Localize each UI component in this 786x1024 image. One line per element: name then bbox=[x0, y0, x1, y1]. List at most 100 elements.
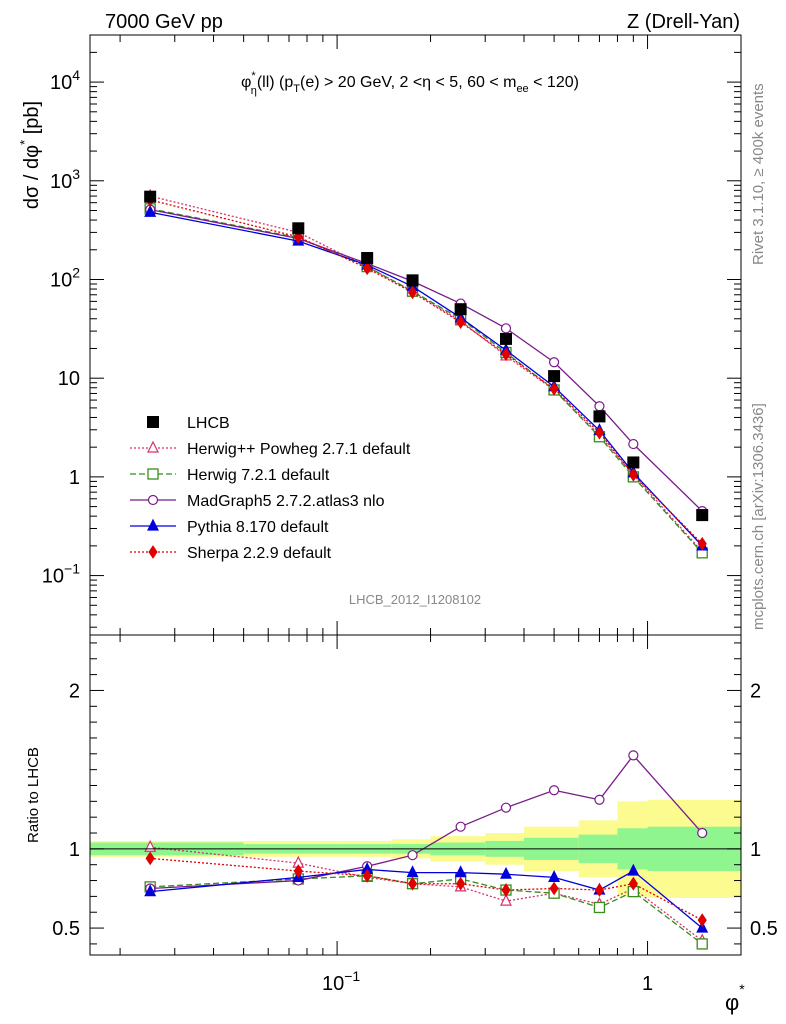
ratio-line-herwigpp bbox=[150, 846, 703, 942]
x-tick-label: 1 bbox=[642, 973, 653, 995]
x-axis-label: φ* bbox=[725, 981, 745, 1015]
ratio-point-pythia bbox=[696, 920, 709, 933]
main-panel-series bbox=[144, 188, 709, 559]
ratio-point-pythia bbox=[406, 865, 419, 878]
legend-label-sherpa: Sherpa 2.2.9 default bbox=[187, 545, 332, 562]
point-sherpa bbox=[456, 315, 466, 330]
ratio-point-madgraph bbox=[500, 802, 512, 813]
point-sherpa bbox=[362, 261, 372, 276]
ratio-point-sherpa bbox=[407, 876, 418, 891]
ratio-point-sherpa bbox=[145, 851, 155, 866]
legend-marker-sherpa bbox=[148, 545, 158, 559]
observable-title: φ* η(ll) (pT(e) > 20 GeV, 2 <η < 5, 60 < … bbox=[241, 70, 579, 97]
ratio-point-madgraph bbox=[594, 794, 605, 805]
ratio-line-herwig7 bbox=[150, 875, 703, 945]
point-sherpa bbox=[407, 285, 418, 300]
lhcb-data-point bbox=[499, 332, 512, 345]
point-madgraph bbox=[548, 357, 560, 368]
ratio-tick-label-right: 2 bbox=[750, 680, 761, 702]
ratio-y-axis-label: Ratio to LHCB bbox=[25, 747, 42, 843]
y-tick-label: 104 bbox=[50, 67, 80, 94]
lhcb-data-point bbox=[548, 370, 561, 383]
point-pythia bbox=[144, 204, 157, 217]
ratio-line-pythia bbox=[150, 868, 703, 929]
y-tick-label: 10 bbox=[58, 368, 80, 390]
ratio-point-pythia bbox=[548, 870, 561, 882]
ratio-point-sherpa bbox=[501, 883, 511, 897]
ratio-point-sherpa bbox=[594, 883, 605, 897]
series-line-pythia bbox=[150, 211, 703, 547]
lhcb-data-point bbox=[406, 274, 419, 287]
point-sherpa bbox=[549, 381, 559, 396]
ratio-line-sherpa bbox=[150, 857, 703, 921]
point-sherpa bbox=[501, 347, 511, 362]
lhcb-data-point bbox=[593, 410, 606, 423]
rivet-version-label: Rivet 3.1.10, ≥ 400k events bbox=[750, 83, 767, 265]
ratio-point-madgraph bbox=[407, 850, 418, 861]
ratio-point-madgraph bbox=[455, 821, 466, 832]
ratio-tick-label-right: 0.5 bbox=[750, 918, 778, 940]
ratio-panel-series bbox=[144, 750, 709, 950]
ratio-point-sherpa bbox=[293, 864, 303, 878]
ratio-point-pythia bbox=[144, 884, 157, 897]
legend: LHCB Herwig++ Powheg 2.7.1 default Herwig … bbox=[130, 415, 411, 562]
y-tick-label: 102 bbox=[50, 264, 80, 291]
point-madgraph bbox=[594, 401, 605, 412]
legend-label-lhcb: LHCB bbox=[187, 415, 230, 432]
lhcb-data-point bbox=[696, 509, 709, 522]
ratio-point-madgraph bbox=[548, 785, 560, 796]
ratio-point-herwigpp bbox=[500, 893, 512, 906]
legend-label-pythia: Pythia 8.170 default bbox=[187, 519, 329, 536]
ratio-point-pythia bbox=[500, 866, 512, 879]
series-line-sherpa bbox=[150, 199, 703, 545]
ratio-tick-label-left: 2 bbox=[69, 680, 80, 702]
ratio-tick-label-right: 1 bbox=[750, 839, 761, 861]
legend-marker-lhcb bbox=[147, 416, 159, 428]
ratio-point-pythia bbox=[454, 865, 467, 878]
header-process-label: Z (Drell-Yan) bbox=[627, 11, 740, 33]
ratio-point-sherpa bbox=[628, 876, 638, 891]
ratio-point-sherpa bbox=[456, 876, 466, 891]
lhcb-data-point bbox=[361, 252, 374, 265]
legend-marker-herwig7 bbox=[147, 468, 159, 480]
point-sherpa bbox=[628, 467, 638, 482]
series-line-madgraph bbox=[150, 209, 703, 512]
x-tick-label: 10−1 bbox=[322, 968, 360, 995]
legend-label-herwig7: Herwig 7.2.1 default bbox=[187, 467, 330, 484]
y-tick-label: 1 bbox=[69, 467, 80, 489]
lhcb-data-points bbox=[144, 190, 709, 522]
mcplots-reference-label: mcplots.cern.ch [arXiv:1306.3436] bbox=[750, 403, 767, 630]
point-sherpa bbox=[697, 536, 707, 551]
legend-label-herwigpp: Herwig++ Powheg 2.7.1 default bbox=[187, 441, 411, 458]
lhcb-data-point bbox=[454, 303, 467, 316]
y-tick-label: 103 bbox=[50, 166, 80, 193]
ratio-point-pythia bbox=[627, 863, 640, 876]
ratio-panel-frame bbox=[89, 634, 742, 956]
legend-marker-pythia bbox=[147, 518, 159, 531]
series-line-herwig7 bbox=[150, 208, 703, 554]
ratio-point-sherpa bbox=[549, 881, 559, 896]
lhcb-data-point bbox=[292, 222, 305, 235]
y-tick-label: 10−1 bbox=[42, 561, 80, 588]
y-axis-label: dσ / dφ* [pb] bbox=[17, 101, 43, 209]
legend-marker-herwigpp bbox=[147, 440, 159, 453]
ratio-point-sherpa bbox=[362, 868, 372, 883]
legend-marker-madgraph bbox=[147, 494, 159, 506]
ratio-point-madgraph bbox=[628, 750, 639, 761]
legend-label-madgraph: MadGraph5 2.7.2.atlas3 nlo bbox=[187, 493, 385, 510]
ratio-point-herwig7 bbox=[593, 901, 606, 914]
analysis-id-label: LHCB_2012_I1208102 bbox=[349, 592, 481, 607]
ratio-tick-label-left: 0.5 bbox=[52, 918, 80, 940]
ratio-tick-label-left: 1 bbox=[69, 839, 80, 861]
point-madgraph bbox=[500, 323, 512, 334]
point-madgraph bbox=[628, 438, 639, 450]
lhcb-data-point bbox=[144, 190, 157, 203]
header-energy-label: 7000 GeV pp bbox=[105, 11, 223, 33]
lhcb-data-point bbox=[627, 456, 640, 469]
ratio-point-herwig7 bbox=[696, 938, 708, 950]
ratio-point-madgraph bbox=[697, 827, 708, 839]
point-sherpa bbox=[594, 425, 605, 440]
ratio-point-sherpa bbox=[697, 913, 707, 928]
